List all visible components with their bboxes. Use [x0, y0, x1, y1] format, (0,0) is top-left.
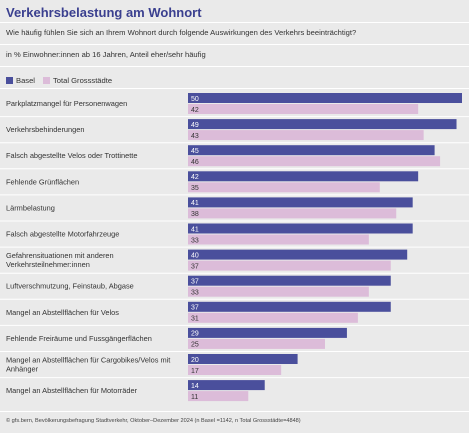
legend-label-total: Total Grossstädte [53, 76, 113, 85]
data-label-total: 25 [191, 342, 199, 349]
data-label-total: 43 [191, 133, 199, 140]
divider [0, 88, 469, 89]
chart-legend: Basel Total Grossstädte [6, 76, 120, 85]
chart-unit-note: in % Einwohner:innen ab 16 Jahren, Antei… [6, 50, 206, 59]
divider [0, 66, 469, 67]
bar-basel [188, 249, 408, 260]
category-label: Verkehrsbehinderungen [6, 125, 84, 134]
bar-total [188, 234, 369, 245]
bar-basel [188, 197, 413, 208]
data-label-basel: 37 [191, 279, 199, 286]
bar-total [188, 365, 282, 375]
data-label-basel: 45 [191, 148, 199, 155]
bar-total [188, 286, 369, 297]
bar-total [188, 208, 397, 219]
bar-basel [188, 223, 413, 234]
category-label: Lärmbelastung [6, 203, 55, 212]
data-label-total: 17 [191, 368, 199, 375]
bar-basel [188, 145, 435, 156]
legend-swatch-basel [6, 77, 13, 84]
data-label-basel: 40 [191, 252, 199, 259]
bar-basel [188, 380, 265, 391]
bar-basel [188, 171, 419, 182]
data-label-basel: 14 [191, 383, 199, 390]
data-label-total: 37 [191, 263, 199, 270]
legend-swatch-total [43, 77, 50, 84]
category-label: Gefahrensituationen mit anderen Verkehrst… [6, 251, 114, 269]
data-label-basel: 41 [191, 226, 199, 233]
legend-item-total: Total Grossstädte [43, 76, 112, 85]
bar-basel [188, 119, 457, 130]
category-label: Falsch abgestellte Motorfahrzeuge [6, 230, 119, 239]
chart-subtitle: Wie häufig fühlen Sie sich an Ihrem Wohn… [6, 28, 357, 37]
bar-total [188, 391, 249, 402]
bar-basel [188, 354, 298, 364]
footnote: © gfs.bern, Bevölkerungsbefragung Stadtv… [6, 418, 301, 424]
bar-basel [188, 275, 391, 286]
data-label-basel: 41 [191, 200, 199, 207]
data-label-basel: 42 [191, 174, 199, 181]
data-label-basel: 49 [191, 122, 199, 129]
bar-total [188, 156, 441, 167]
category-label: Falsch abgestellte Velos oder Trottinett… [6, 151, 137, 160]
data-label-total: 33 [191, 237, 199, 244]
data-label-total: 35 [191, 185, 199, 192]
bar-total [188, 182, 380, 193]
data-label-total: 42 [191, 107, 199, 114]
category-label: Mangel an Abstellflächen für Motorräder [6, 386, 138, 395]
bar-total [188, 260, 391, 271]
legend-item-basel: Basel [6, 76, 35, 85]
category-label: Fehlende Freiräume und Fussgängerflächen [6, 334, 152, 343]
legend-label-basel: Basel [16, 76, 35, 85]
bar-basel [188, 93, 462, 103]
bar-total [188, 338, 325, 349]
bar-total [188, 312, 358, 323]
divider [0, 411, 469, 412]
data-label-total: 11 [191, 394, 198, 401]
bar-basel [188, 301, 391, 312]
divider [0, 22, 469, 23]
data-label-basel: 50 [191, 96, 199, 103]
divider [0, 44, 469, 45]
data-label-basel: 29 [191, 331, 199, 338]
category-label: Mangel an Abstellflächen für Velos [6, 308, 119, 317]
chart-title: Verkehrsbelastung am Wohnort [6, 5, 202, 20]
bar-basel [188, 327, 347, 338]
category-label: Parkplatzmangel für Personenwagen [6, 99, 127, 108]
data-label-total: 38 [191, 211, 199, 218]
data-label-total: 31 [191, 316, 199, 323]
data-label-basel: 20 [191, 357, 199, 364]
data-label-basel: 37 [191, 305, 199, 312]
data-label-total: 33 [191, 290, 199, 297]
category-label: Fehlende Grünflächen [6, 177, 79, 186]
data-label-total: 46 [191, 159, 199, 166]
category-label: Mangel an Abstellflächen für Cargobikes/… [6, 356, 170, 374]
bar-total [188, 104, 419, 114]
category-label: Luftverschmutzung, Feinstaub, Abgase [6, 282, 134, 291]
bar-total [188, 130, 424, 141]
